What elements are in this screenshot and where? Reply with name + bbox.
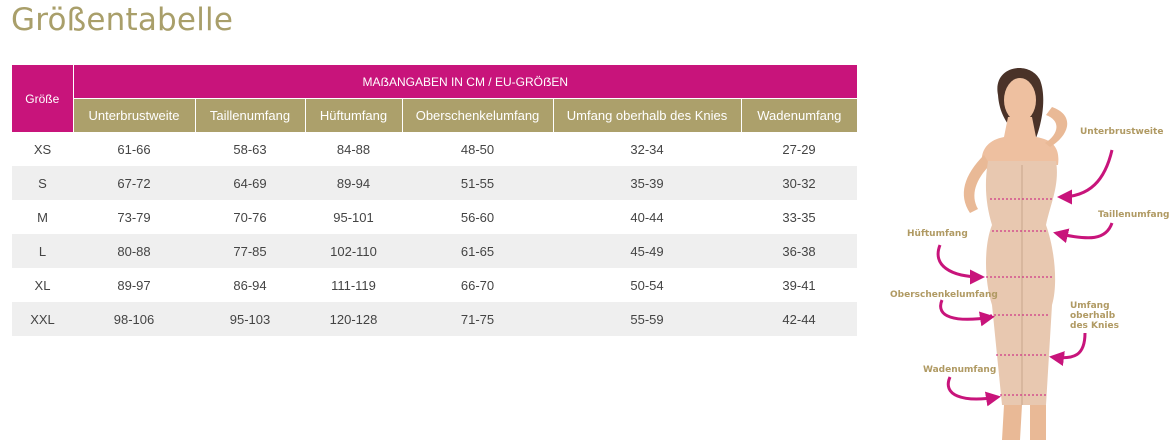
value-cell: 45-49 — [553, 234, 741, 268]
head-shape — [1004, 78, 1036, 122]
column-header-hueftumfang: Hüftumfang — [305, 98, 403, 132]
size-cell: XS — [12, 132, 73, 166]
value-cell: 36-38 — [741, 234, 858, 268]
column-header-wadenumfang: Wadenumfang — [741, 98, 858, 132]
arrow-oberschenkelumfang — [939, 299, 995, 327]
size-cell: XXL — [12, 302, 73, 336]
table-row: XS 61-66 58-63 84-88 48-50 32-34 27-29 — [12, 132, 858, 166]
leg-shape — [1002, 405, 1046, 440]
label-knie-line2: oberhalb — [1070, 311, 1116, 321]
value-cell: 84-88 — [305, 132, 402, 166]
value-cell: 71-75 — [402, 302, 553, 336]
arrow-taillenumfang — [1053, 222, 1114, 244]
label-taillenumfang: Taillenumfang — [1098, 210, 1170, 220]
value-cell: 48-50 — [402, 132, 553, 166]
value-cell: 70-76 — [195, 200, 305, 234]
value-cell: 64-69 — [195, 166, 305, 200]
value-cell: 56-60 — [402, 200, 553, 234]
value-cell: 89-94 — [305, 166, 402, 200]
value-cell: 73-79 — [73, 200, 195, 234]
size-column-header: Größe — [12, 65, 74, 132]
value-cell: 61-66 — [73, 132, 195, 166]
table-row: XXL 98-106 95-103 120-128 71-75 55-59 42… — [12, 302, 858, 336]
value-cell: 77-85 — [195, 234, 305, 268]
value-cell: 33-35 — [741, 200, 858, 234]
table-row: L 80-88 77-85 102-110 61-65 45-49 36-38 — [12, 234, 858, 268]
size-cell: M — [12, 200, 73, 234]
shoulders-shape — [981, 117, 1059, 165]
size-cell: XL — [12, 268, 73, 302]
value-cell: 61-65 — [402, 234, 553, 268]
value-cell: 98-106 — [73, 302, 195, 336]
label-oberschenkelumfang: Oberschenkelumfang — [890, 290, 998, 300]
measurement-figure: Unterbrustweite Taillenumfang Hüftumfang… — [880, 55, 1172, 440]
value-cell: 120-128 — [305, 302, 402, 336]
arrow-knie — [1049, 332, 1087, 366]
raised-arm-shape — [1045, 107, 1068, 147]
arrow-unterbrustweite — [1057, 149, 1114, 205]
column-header-unterbrustweite: Unterbrustweite — [73, 98, 196, 132]
value-cell: 40-44 — [553, 200, 741, 234]
label-unterbrustweite: Unterbrustweite — [1080, 127, 1164, 137]
value-cell: 58-63 — [195, 132, 305, 166]
measurements-group-header: MAẞANGABEN IN CM / EU-GRÖẞEN — [73, 65, 858, 99]
value-cell: 51-55 — [402, 166, 553, 200]
value-cell: 32-34 — [553, 132, 741, 166]
page-title: Größentabelle — [11, 2, 234, 38]
size-cell: S — [12, 166, 73, 200]
hip-arm-shape — [963, 155, 990, 213]
value-cell: 86-94 — [195, 268, 305, 302]
arrow-hueftumfang — [936, 244, 985, 285]
value-cell: 27-29 — [741, 132, 858, 166]
column-header-taillenumfang: Taillenumfang — [195, 98, 306, 132]
label-wadenumfang: Wadenumfang — [923, 365, 997, 375]
table-row: S 67-72 64-69 89-94 51-55 35-39 30-32 — [12, 166, 858, 200]
value-cell: 50-54 — [553, 268, 741, 302]
label-hueftumfang: Hüftumfang — [907, 229, 968, 239]
value-cell: 39-41 — [741, 268, 858, 302]
value-cell: 111-119 — [305, 268, 402, 302]
value-cell: 89-97 — [73, 268, 195, 302]
column-header-knie: Umfang oberhalb des Knies — [553, 98, 742, 132]
label-knie-line1: Umfang — [1070, 301, 1110, 311]
value-cell: 35-39 — [553, 166, 741, 200]
value-cell: 42-44 — [741, 302, 858, 336]
body-illustration — [936, 68, 1114, 440]
value-cell: 102-110 — [305, 234, 402, 268]
value-cell: 30-32 — [741, 166, 858, 200]
value-cell: 67-72 — [73, 166, 195, 200]
size-table: Größe MAẞANGABEN IN CM / EU-GRÖẞEN Unter… — [12, 65, 858, 336]
table-row: XL 89-97 86-94 111-119 66-70 50-54 39-41 — [12, 268, 858, 302]
value-cell: 95-103 — [195, 302, 305, 336]
value-cell: 95-101 — [305, 200, 402, 234]
column-header-oberschenkelumfang: Oberschenkelumfang — [402, 98, 554, 132]
arrow-wadenumfang — [946, 376, 1001, 407]
label-knie-line3: des Knies — [1070, 321, 1119, 331]
table-row: M 73-79 70-76 95-101 56-60 40-44 33-35 — [12, 200, 858, 234]
size-cell: L — [12, 234, 73, 268]
value-cell: 55-59 — [553, 302, 741, 336]
value-cell: 80-88 — [73, 234, 195, 268]
value-cell: 66-70 — [402, 268, 553, 302]
bodysuit-shape — [985, 161, 1057, 405]
